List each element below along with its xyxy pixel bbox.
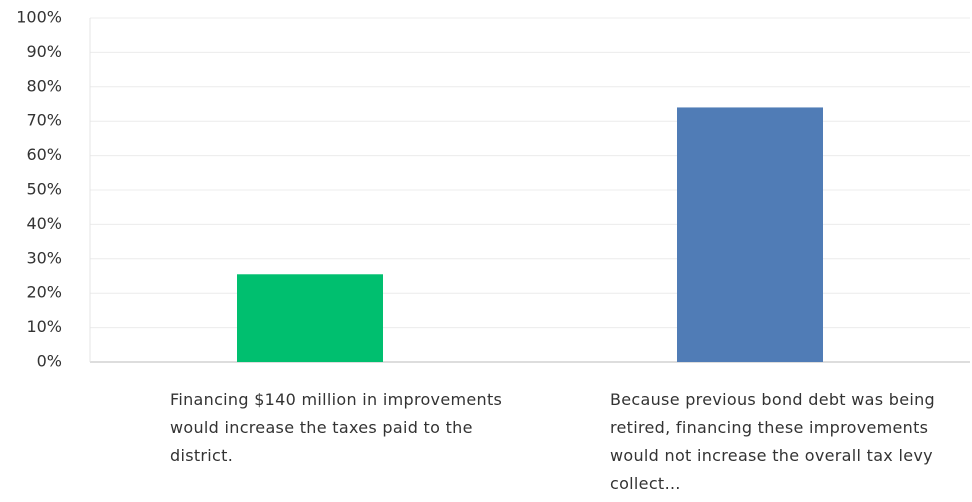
y-tick-label: 80% [26, 76, 62, 95]
y-tick-label: 40% [26, 214, 62, 233]
y-tick-label: 10% [26, 317, 62, 336]
y-tick-label: 20% [26, 283, 62, 302]
y-tick-label: 60% [26, 145, 62, 164]
y-tick-label: 70% [26, 111, 62, 130]
y-tick-label: 50% [26, 180, 62, 199]
y-tick-label: 90% [26, 42, 62, 61]
x-tick-label: Because previous bond debt was being ret… [610, 390, 936, 493]
bar [237, 274, 383, 362]
y-tick-label: 30% [26, 248, 62, 267]
x-tick-label: Financing $140 million in improvements w… [170, 390, 503, 465]
y-tick-label: 100% [16, 8, 62, 27]
y-tick-label: 0% [37, 352, 62, 371]
bar [677, 107, 823, 362]
